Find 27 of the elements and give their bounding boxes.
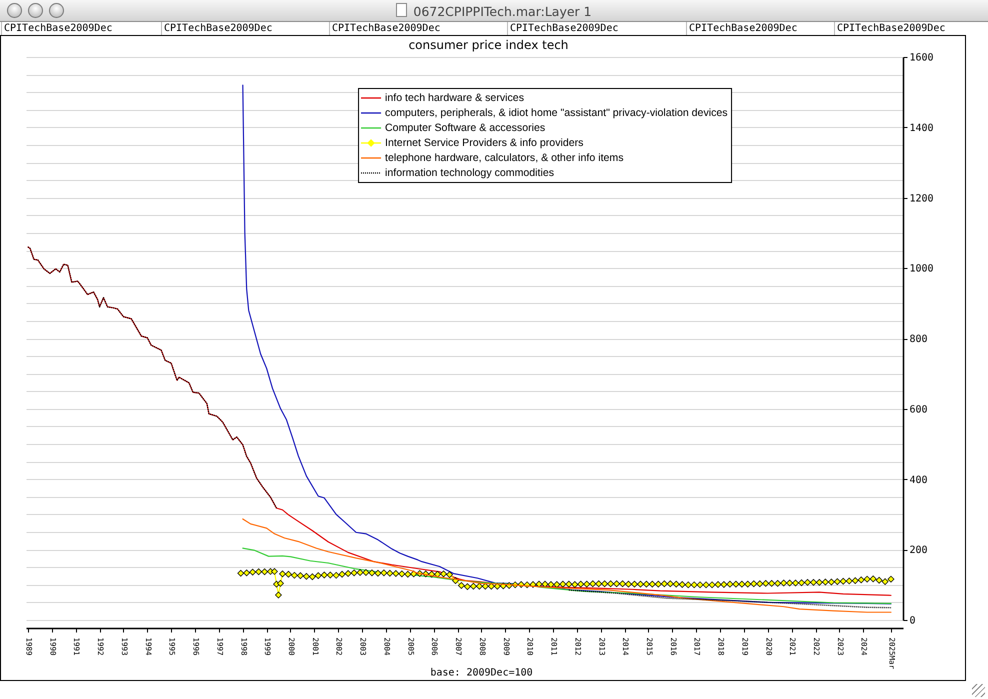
- text: CPITechBase2009Dec: [507, 22, 618, 35]
- y-tick-label: 1400: [910, 122, 934, 134]
- legend-label: info tech hardware & services: [385, 92, 524, 104]
- legend-label: Internet Service Providers & info providers: [385, 137, 584, 149]
- y-tick-label: 1200: [910, 193, 934, 204]
- line-series: [242, 548, 892, 604]
- text: CPITechBase2009Dec: [834, 22, 946, 35]
- legend-label: Computer Software & accessories: [385, 122, 546, 134]
- y-tick-label: 600: [910, 404, 928, 416]
- text: CPITechBase2009Dec: [161, 22, 272, 35]
- y-tick-label: 400: [910, 474, 928, 486]
- text: CPITechBase2009Dec: [329, 22, 440, 35]
- line-series: [242, 84, 892, 604]
- legend-label: computers, peripherals, & idiot home "assistant" privacy-violation devices: [385, 107, 728, 119]
- legend-label: information technology commodities: [385, 167, 554, 179]
- line-series: [242, 518, 892, 613]
- y-tick-label: 200: [910, 545, 928, 556]
- text: CPITechBase2009Dec: [686, 22, 798, 35]
- y-tick-label: 0: [910, 616, 916, 626]
- text: 0672CPIPPITech.mar:Layer 1: [413, 4, 592, 19]
- x-axis-title: base: 2009Dec=100: [430, 668, 533, 678]
- text: CPITechBase2009Dec: [1, 22, 112, 35]
- y-tick-label: 1600: [910, 52, 934, 64]
- legend-label: telephone hardware, calculators, & other info items: [385, 152, 624, 164]
- chart-title: consumer price index tech: [408, 38, 568, 52]
- y-tick-label: 800: [910, 334, 928, 345]
- y-tick-label: 1000: [910, 264, 934, 275]
